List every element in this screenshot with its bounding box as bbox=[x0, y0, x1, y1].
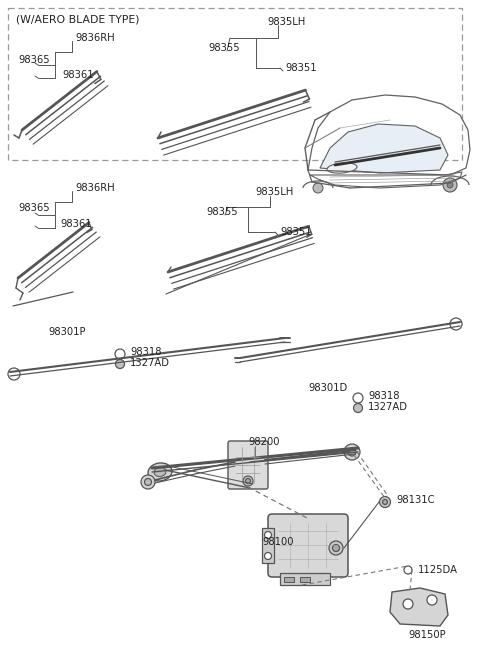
FancyBboxPatch shape bbox=[268, 514, 348, 577]
Ellipse shape bbox=[154, 467, 166, 477]
Text: 1327AD: 1327AD bbox=[368, 402, 408, 412]
FancyBboxPatch shape bbox=[228, 441, 268, 489]
Text: 98351: 98351 bbox=[285, 63, 317, 73]
Text: 98301P: 98301P bbox=[48, 327, 85, 337]
Circle shape bbox=[264, 552, 272, 560]
Text: 9836RH: 9836RH bbox=[75, 33, 115, 43]
Bar bbox=[262, 528, 274, 563]
Polygon shape bbox=[390, 588, 448, 626]
Circle shape bbox=[264, 531, 272, 539]
Text: (W/AERO BLADE TYPE): (W/AERO BLADE TYPE) bbox=[16, 15, 140, 25]
Text: 98365: 98365 bbox=[18, 55, 49, 65]
Circle shape bbox=[243, 476, 253, 486]
Bar bbox=[300, 577, 310, 582]
Bar bbox=[280, 573, 330, 585]
Circle shape bbox=[403, 599, 413, 609]
Text: 98351: 98351 bbox=[280, 227, 312, 237]
Circle shape bbox=[116, 360, 124, 368]
Text: 98361: 98361 bbox=[62, 70, 94, 80]
Text: 9836RH: 9836RH bbox=[75, 183, 115, 193]
Circle shape bbox=[427, 595, 437, 605]
Circle shape bbox=[380, 496, 391, 508]
Text: 9835LH: 9835LH bbox=[267, 17, 305, 27]
Text: 1125DA: 1125DA bbox=[418, 565, 458, 575]
Polygon shape bbox=[320, 124, 448, 173]
Text: 98361: 98361 bbox=[60, 219, 92, 229]
Text: 98100: 98100 bbox=[262, 537, 293, 547]
Ellipse shape bbox=[327, 163, 357, 173]
Circle shape bbox=[329, 541, 343, 555]
Text: 98318: 98318 bbox=[130, 347, 161, 357]
Text: 9835LH: 9835LH bbox=[255, 187, 293, 197]
Circle shape bbox=[447, 182, 453, 188]
Circle shape bbox=[333, 544, 339, 552]
Circle shape bbox=[144, 478, 152, 486]
Text: 98318: 98318 bbox=[368, 391, 399, 401]
Circle shape bbox=[141, 475, 155, 489]
Text: 98355: 98355 bbox=[208, 43, 240, 53]
Circle shape bbox=[443, 178, 457, 192]
Text: 98150P: 98150P bbox=[408, 630, 445, 640]
Ellipse shape bbox=[148, 463, 172, 481]
Circle shape bbox=[344, 444, 360, 460]
Circle shape bbox=[353, 403, 362, 412]
Text: 98365: 98365 bbox=[18, 203, 49, 213]
Circle shape bbox=[383, 500, 387, 504]
Text: 98301D: 98301D bbox=[308, 383, 347, 393]
Circle shape bbox=[313, 183, 323, 193]
Bar bbox=[284, 577, 294, 582]
Circle shape bbox=[348, 448, 356, 456]
Text: 98355: 98355 bbox=[206, 207, 238, 217]
Text: 98131C: 98131C bbox=[396, 495, 434, 505]
Circle shape bbox=[245, 478, 251, 484]
Text: 1327AD: 1327AD bbox=[130, 358, 170, 368]
Text: 98200: 98200 bbox=[248, 437, 279, 447]
Bar bbox=[8, 8, 462, 160]
